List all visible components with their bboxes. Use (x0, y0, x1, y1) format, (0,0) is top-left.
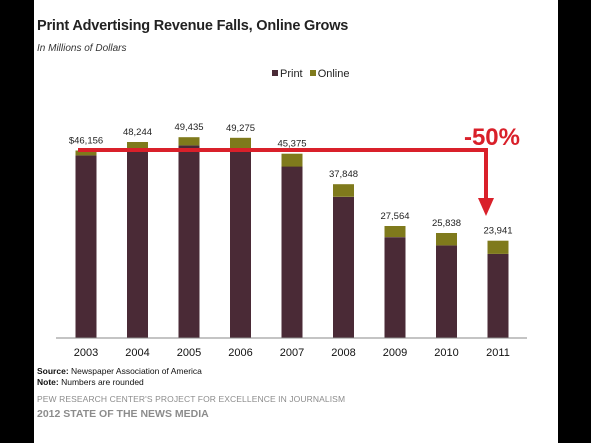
x-tick-label-2009: 2009 (383, 347, 407, 359)
legend-swatch-print (272, 70, 278, 76)
legend-item-online: Online (309, 68, 350, 80)
x-tick-label-2007: 2007 (280, 347, 304, 359)
chart-subtitle: In Millions of Dollars (37, 43, 127, 54)
bar-online-2005 (178, 137, 200, 146)
bar-print-2007 (281, 166, 303, 338)
legend-label-print: Print (280, 68, 303, 80)
footer-org: PEW RESEARCH CENTER'S PROJECT FOR EXCELL… (37, 394, 346, 404)
bar-online-2007 (281, 153, 303, 167)
bar-online-2010 (436, 233, 457, 246)
note-text: Numbers are rounded (58, 377, 144, 387)
bar-online-2004 (127, 142, 148, 149)
bar-print-2008 (333, 196, 354, 338)
legend-item-print: Print (272, 68, 303, 80)
source-label: Source: (37, 366, 69, 376)
chart-panel: Print Advertising Revenue Falls, Online … (34, 0, 558, 443)
total-labels: $46,156 48,244 49,435 49,275 45,375 37,848 27,… (69, 122, 513, 237)
x-tick-label-2003: 2003 (74, 347, 98, 359)
x-tick-label-2008: 2008 (331, 347, 355, 359)
x-tick-label-2004: 2004 (125, 347, 149, 359)
total-label-2005: 49,435 (174, 122, 203, 133)
bar-online-2008 (333, 184, 354, 197)
x-axis-labels: 2003 2004 2005 2006 2007 2008 2009 2010 2011 (74, 347, 510, 359)
x-tick-label-2006: 2006 (228, 347, 252, 359)
total-label-2007: 45,375 (277, 139, 306, 150)
legend-label-online: Online (317, 68, 350, 80)
chart-title: Print Advertising Revenue Falls, Online … (37, 18, 349, 34)
source-note: Source: Newspaper Association of America… (37, 366, 202, 388)
x-tick-label-2011: 2011 (486, 347, 510, 359)
bar-online-2011 (487, 240, 509, 254)
x-tick-label-2010: 2010 (434, 347, 458, 359)
source-line: Source: Newspaper Association of America (37, 366, 202, 377)
bar-print-2011 (487, 253, 509, 338)
source-text: Newspaper Association of America (68, 366, 202, 376)
bar-chart: $46,156 48,244 49,435 49,275 45,375 37,848 27,… (56, 122, 527, 359)
footer-report: 2012 STATE OF THE NEWS MEDIA (37, 408, 209, 420)
decline-arrow (78, 148, 494, 216)
bar-print-2010 (436, 245, 457, 338)
total-label-2011: 23,941 (483, 226, 512, 237)
legend-swatch-online (309, 70, 316, 76)
bar-print-2003 (75, 155, 97, 338)
bar-print-2006 (230, 148, 251, 338)
total-label-2004: 48,244 (123, 127, 152, 138)
bar-group (75, 137, 509, 338)
total-label-2010: 25,838 (432, 218, 461, 229)
total-label-2008: 37,848 (329, 169, 358, 180)
bar-print-2004 (127, 148, 148, 338)
arrow-head (478, 198, 494, 216)
bar-print-2005 (178, 145, 200, 338)
note-line: Note: Numbers are rounded (37, 377, 202, 388)
note-label: Note: (37, 377, 59, 387)
total-label-2006: 49,275 (226, 123, 255, 134)
x-tick-label-2005: 2005 (177, 347, 201, 359)
total-label-2003: $46,156 (69, 136, 103, 147)
total-label-2009: 27,564 (380, 211, 409, 222)
bar-online-2009 (384, 226, 406, 238)
decline-annotation: -50% (464, 124, 520, 151)
bar-online-2003 (75, 150, 97, 156)
bar-print-2009 (384, 237, 406, 338)
chart-legend: Print Online (272, 68, 353, 80)
bar-online-2006 (230, 137, 251, 149)
